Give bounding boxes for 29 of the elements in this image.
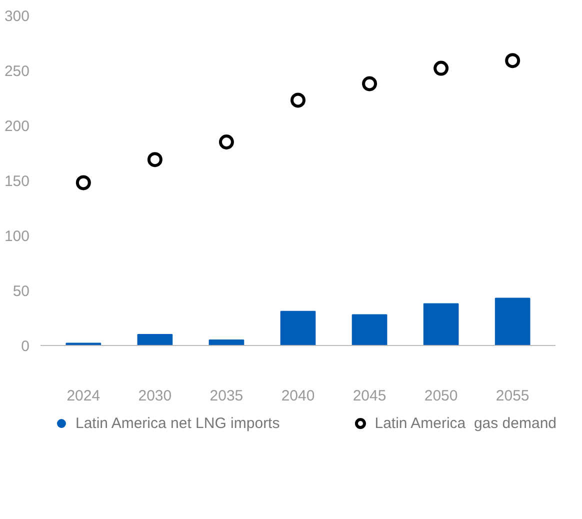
bar [208,340,244,346]
point [505,53,520,68]
x-tick-label: 2045 [352,388,386,404]
x-tick-label: 2055 [496,388,530,404]
point [218,134,234,150]
bar [352,314,388,346]
y-tick-label: 200 [4,118,30,135]
point [147,152,162,168]
x-tick-label: 2040 [281,388,315,404]
point [76,175,91,190]
x-tick-label: 2030 [138,388,172,404]
y-tick-label: 100 [4,228,30,245]
bar [423,303,459,346]
legend-label: Latin America net LNG imports [75,414,280,432]
y-tick-label: 250 [4,63,30,80]
bar [494,298,530,346]
x-tick-label: 2035 [210,388,244,404]
bar [280,310,316,346]
point [362,76,378,92]
y-tick-label: 300 [4,8,30,25]
y-tick-label: 150 [4,173,30,190]
point [434,60,449,76]
x-tick-label: 2050 [424,388,458,404]
x-tick-label: 2024 [66,388,100,404]
bar [137,334,173,346]
y-tick-label: 0 [21,338,30,355]
y-tick-label: 50 [12,283,30,300]
point [290,92,306,108]
legend-label: Latin America gas demand [374,414,557,432]
